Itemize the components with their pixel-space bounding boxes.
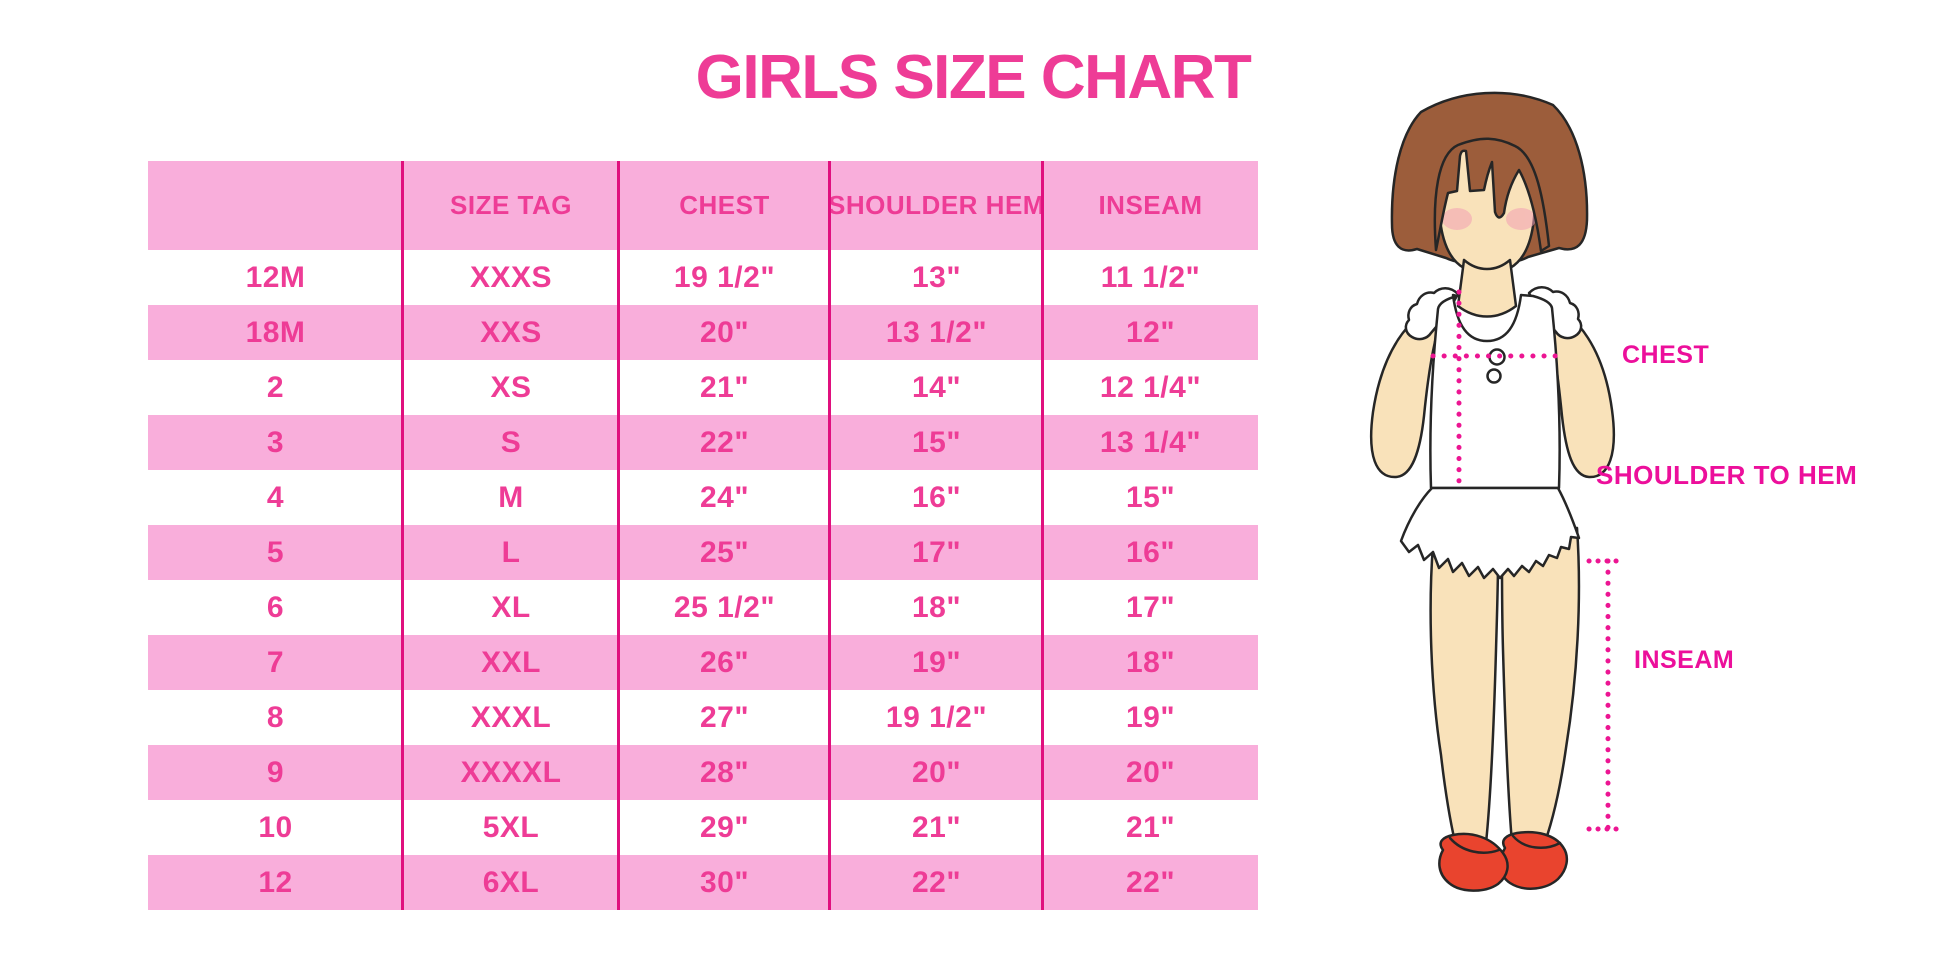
table-cell: XS [490, 370, 532, 404]
table-cell: 30" [699, 865, 750, 899]
table-cell: XXS [480, 315, 542, 349]
table-header-cell: INSEAM [1098, 190, 1203, 220]
table-row: 2 XS 21" 14" 12 1/4" [148, 360, 1258, 415]
table-cell: 29" [699, 810, 750, 844]
table-cell: 18" [911, 590, 962, 624]
shoes [1438, 830, 1569, 892]
table-cell: 15" [1125, 480, 1176, 514]
table-row: 5 L 25" 17" 16" [148, 525, 1258, 580]
table-cell: 6XL [482, 865, 540, 899]
table-cell: 12" [1125, 315, 1176, 349]
table-header-cell: SIZE TAG [450, 190, 572, 220]
table-row: 18M XXS 20" 13 1/2" 12" [148, 305, 1258, 360]
table-cell: 25" [699, 535, 750, 569]
table-cell: 19 1/2" [673, 260, 776, 294]
legs [1429, 526, 1581, 845]
girl-illustration [1369, 91, 1621, 892]
table-cell: XXXXL [460, 755, 562, 789]
table-cell: 10 [258, 810, 293, 844]
neck [1456, 258, 1518, 318]
table-cell: 13" [911, 260, 962, 294]
table-cell: 12 1/4" [1099, 370, 1202, 404]
table-cell: 4 [266, 480, 285, 514]
table-cell: 20" [911, 755, 962, 789]
table-row: 12M XXXS 19 1/2" 13" 11 1/2" [148, 250, 1258, 305]
table-cell: 22" [1125, 865, 1176, 899]
table-cell: 9 [266, 755, 285, 789]
chest-label: CHEST [1622, 341, 1710, 369]
shoulder-to-hem-label: SHOULDER TO HEM [1596, 460, 1858, 490]
table-cell: XXL [481, 645, 541, 679]
table-row: 10 5XL 29" 21" 21" [148, 800, 1258, 855]
table-cell: L [501, 535, 521, 569]
table-cell: 22" [699, 425, 750, 459]
blush [1442, 208, 1536, 230]
table-cell: 21" [699, 370, 750, 404]
table-cell: 27" [699, 700, 750, 734]
table-cell: 19 1/2" [885, 700, 988, 734]
inseam-label: INSEAM [1634, 646, 1735, 674]
column-divider [401, 161, 404, 910]
table-header-cell [148, 161, 403, 250]
table-cell: 21" [911, 810, 962, 844]
table-row: 7 XXL 26" 19" 18" [148, 635, 1258, 690]
size-chart-table: SIZE TAG CHEST SHOULDER HEM INSEAM 12M X… [148, 161, 1258, 910]
table-row: 9 XXXXL 28" 20" 20" [148, 745, 1258, 800]
table-header-row: SIZE TAG CHEST SHOULDER HEM INSEAM [148, 161, 1258, 250]
table-cell: 16" [1125, 535, 1176, 569]
bangs [1433, 137, 1551, 253]
table-cell: 16" [911, 480, 962, 514]
table-cell: 22" [911, 865, 962, 899]
column-divider [828, 161, 831, 910]
table-cell: 18" [1125, 645, 1176, 679]
table-cell: 2 [266, 370, 285, 404]
column-divider [617, 161, 620, 910]
table-cell: 11 1/2" [1100, 260, 1201, 294]
table-cell: 20" [1125, 755, 1176, 789]
table-header-cell: SHOULDER HEM [828, 190, 1045, 220]
table-cell: 25 1/2" [673, 590, 776, 624]
table-cell: 19" [911, 645, 962, 679]
table-cell: XXXS [469, 260, 553, 294]
table-cell: 15" [911, 425, 962, 459]
table-row: 3 S 22" 15" 13 1/4" [148, 415, 1258, 470]
table-cell: 6 [266, 590, 285, 624]
table-row: 6 XL 25 1/2" 18" 17" [148, 580, 1258, 635]
top-bodice [1429, 293, 1561, 490]
table-cell: 19" [1125, 700, 1176, 734]
table-cell: 17" [911, 535, 962, 569]
table-cell: 14" [911, 370, 962, 404]
table-row: 12 6XL 30" 22" 22" [148, 855, 1258, 910]
table-cell: 13 1/2" [885, 315, 988, 349]
table-cell: 8 [266, 700, 285, 734]
table-cell: 12M [245, 260, 306, 294]
skirt [1399, 486, 1581, 580]
table-cell: 17" [1125, 590, 1176, 624]
table-header-cell: CHEST [679, 190, 770, 220]
table-cell: M [498, 480, 524, 514]
table-row: 4 M 24" 16" 15" [148, 470, 1258, 525]
table-cell: S [500, 425, 522, 459]
table-cell: 13 1/4" [1099, 425, 1202, 459]
table-cell: 7 [266, 645, 285, 679]
table-cell: XXXL [470, 700, 552, 734]
table-cell: 12 [258, 865, 293, 899]
table-cell: 3 [266, 425, 285, 459]
table-cell: 20" [699, 315, 750, 349]
column-divider [1041, 161, 1044, 910]
page-title: GIRLS SIZE CHART [695, 43, 1252, 112]
table-cell: 28" [699, 755, 750, 789]
table-cell: 5XL [482, 810, 540, 844]
table-cell: 18M [245, 315, 306, 349]
table-cell: 21" [1125, 810, 1176, 844]
arms [1369, 300, 1616, 479]
table-cell: 24" [699, 480, 750, 514]
table-cell: 5 [266, 535, 285, 569]
table-cell: 26" [699, 645, 750, 679]
table-row: 8 XXXL 27" 19 1/2" 19" [148, 690, 1258, 745]
table-cell: XL [491, 590, 531, 624]
